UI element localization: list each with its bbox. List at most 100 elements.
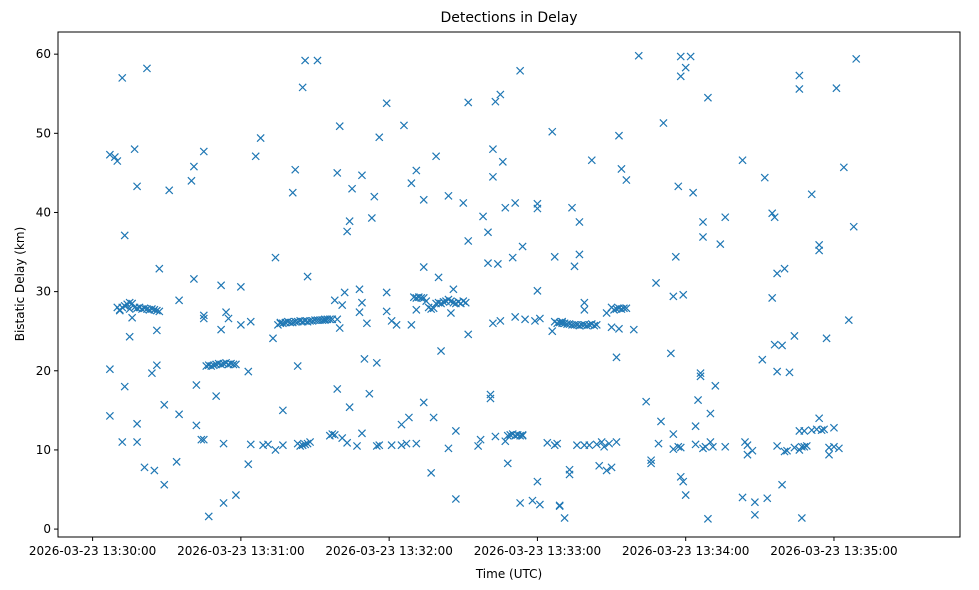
data-point-marker <box>676 72 685 81</box>
x-tick-label: 2026-03-23 13:32:00 <box>325 544 452 558</box>
data-point-marker <box>175 410 184 419</box>
data-point-marker <box>335 324 344 333</box>
data-point-marker <box>357 298 366 307</box>
data-point-marker <box>306 437 315 447</box>
data-point-marker <box>815 240 824 249</box>
data-point-marker <box>681 491 690 500</box>
data-point-marker <box>343 438 352 447</box>
data-markers <box>105 51 861 523</box>
data-point-marker <box>698 217 708 226</box>
data-point-marker <box>738 493 747 502</box>
data-point-marker <box>738 156 747 165</box>
data-point-marker <box>387 316 396 325</box>
data-point-marker <box>244 460 253 469</box>
data-point-marker <box>580 305 589 314</box>
data-point-marker <box>703 93 712 102</box>
data-point-marker <box>444 191 453 200</box>
data-point-marker <box>152 361 161 370</box>
data-point-marker <box>217 325 226 334</box>
data-point-marker <box>654 439 663 448</box>
data-point-marker <box>417 293 426 302</box>
y-tick-label: 50 <box>36 126 51 140</box>
data-point-marker <box>207 362 216 371</box>
data-point-marker <box>288 188 297 197</box>
data-point-marker <box>815 414 824 423</box>
data-point-marker <box>120 231 129 240</box>
data-point-marker <box>150 466 159 475</box>
data-point-marker <box>427 468 436 477</box>
data-point-marker <box>199 147 208 156</box>
data-point-marker <box>133 437 142 447</box>
data-point-marker <box>387 441 396 450</box>
data-point-marker <box>674 442 683 451</box>
plot-area-frame <box>57 31 961 538</box>
data-point-marker <box>760 173 769 182</box>
data-point-marker <box>782 446 792 455</box>
data-point-marker <box>271 445 280 454</box>
data-point-marker <box>518 242 527 251</box>
data-point-marker <box>432 152 441 161</box>
data-point-marker <box>790 443 799 452</box>
data-point-marker <box>763 494 772 503</box>
data-point-marker <box>600 442 609 451</box>
data-point-marker <box>778 341 787 350</box>
data-point-marker <box>511 312 520 321</box>
x-tick-label: 2026-03-23 13:33:00 <box>474 544 601 558</box>
data-point-marker <box>550 252 559 261</box>
data-point-marker <box>797 513 806 523</box>
data-point-marker <box>590 321 599 330</box>
data-point-marker <box>251 152 260 161</box>
data-point-marker <box>572 441 581 450</box>
data-point-marker <box>113 156 122 166</box>
data-point-marker <box>382 307 391 316</box>
data-point-marker <box>165 186 174 195</box>
data-point-marker <box>770 340 779 349</box>
data-point-marker <box>785 368 794 377</box>
data-point-marker <box>496 316 505 325</box>
data-point-marker <box>592 440 601 449</box>
data-point-marker <box>567 203 577 212</box>
data-point-marker <box>488 172 497 181</box>
data-point-marker <box>676 52 685 61</box>
data-point-marker <box>689 188 698 197</box>
data-point-marker <box>152 306 161 315</box>
data-point-marker <box>110 153 119 162</box>
data-point-marker <box>372 441 381 450</box>
data-point-marker <box>355 308 364 317</box>
data-point-marker <box>768 209 777 218</box>
data-point-marker <box>773 367 782 376</box>
data-point-marker <box>706 409 715 418</box>
data-point-marker <box>365 389 374 398</box>
data-point-marker <box>607 323 616 332</box>
data-point-marker <box>461 298 470 307</box>
data-point-marker <box>676 472 685 481</box>
data-point-marker <box>172 457 181 466</box>
y-tick-label: 10 <box>36 443 51 457</box>
data-point-marker <box>419 263 428 272</box>
data-point-marker <box>516 66 525 75</box>
data-point-marker <box>150 305 159 314</box>
data-point-marker <box>493 259 502 268</box>
data-point-marker <box>333 384 342 394</box>
data-point-marker <box>820 425 829 434</box>
data-point-marker <box>634 51 643 60</box>
data-point-marker <box>770 213 779 222</box>
data-point-marker <box>419 195 428 204</box>
data-point-marker <box>155 307 164 316</box>
data-point-marker <box>382 99 391 108</box>
data-point-marker <box>706 437 715 447</box>
data-point-marker <box>587 156 596 165</box>
data-point-marker <box>404 413 413 422</box>
data-point-marker <box>189 274 198 283</box>
data-point-marker <box>362 319 371 328</box>
data-point-marker <box>375 441 384 450</box>
data-point-marker <box>244 367 253 376</box>
data-point-marker <box>614 131 623 140</box>
data-point-marker <box>696 369 705 378</box>
data-point-marker <box>511 198 520 207</box>
data-point-marker <box>219 439 228 448</box>
data-point-marker <box>451 426 460 435</box>
data-point-marker <box>659 119 668 128</box>
data-point-marker <box>120 382 129 391</box>
data-point-marker <box>548 327 557 336</box>
